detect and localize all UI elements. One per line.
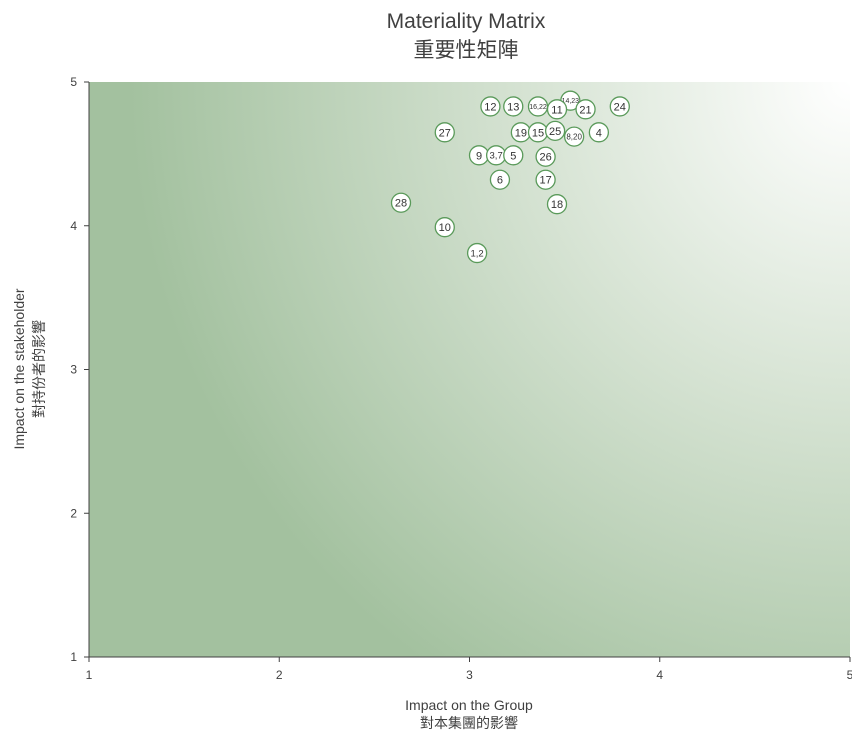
- data-point: 11: [546, 99, 568, 120]
- data-point-label: 1,2: [471, 248, 484, 259]
- data-point-label: 12: [484, 101, 496, 113]
- data-point-label: 24: [614, 101, 626, 113]
- data-point-marker: [535, 169, 556, 190]
- data-point-marker: [466, 242, 488, 264]
- data-point-marker: [544, 120, 566, 142]
- x-tick-label: 4: [656, 668, 663, 682]
- y-tick-label: 1: [70, 650, 77, 664]
- data-point-label: 5: [510, 150, 516, 162]
- data-point-marker: [489, 169, 511, 190]
- data-point-label: 15: [532, 127, 544, 139]
- data-point-label: 17: [539, 175, 551, 187]
- x-tick-label: 5: [847, 668, 852, 682]
- data-point: 17: [535, 169, 556, 190]
- data-point: 3,7: [485, 145, 507, 166]
- x-axis-label: Impact on the Group: [405, 697, 533, 713]
- data-point-label: 25: [549, 126, 561, 138]
- y-tick-label: 3: [70, 363, 77, 377]
- chart-title: Materiality Matrix: [387, 10, 546, 33]
- data-point: 8,20: [563, 126, 585, 147]
- data-point-label: 10: [439, 222, 451, 234]
- data-point: 1,2: [466, 242, 488, 264]
- data-point-label: 21: [579, 104, 591, 116]
- y-tick-label: 5: [70, 75, 77, 89]
- x-tick-label: 3: [466, 668, 473, 682]
- data-point-marker: [563, 126, 585, 147]
- data-point: 25: [544, 120, 566, 142]
- x-tick-label: 1: [86, 668, 93, 682]
- data-point-label: 11: [551, 104, 562, 116]
- chart-subtitle: 重要性矩陣: [414, 39, 519, 62]
- y-tick-label: 4: [70, 219, 77, 233]
- data-point: 6: [489, 169, 511, 190]
- y-axis-label: Impact on the stakeholder: [11, 288, 27, 449]
- data-point-marker: [503, 145, 524, 166]
- data-point: 18: [546, 194, 568, 215]
- data-point-marker: [546, 194, 568, 215]
- data-point: 10: [434, 217, 455, 238]
- data-point: 21: [575, 99, 596, 120]
- data-point: 28: [390, 192, 412, 213]
- data-point-label: 16,22: [529, 104, 547, 111]
- data-point: 12: [480, 96, 501, 117]
- y-axis-sublabel: 對持份者的影響: [31, 320, 47, 418]
- data-point: 26: [535, 146, 556, 167]
- y-tick-label: 2: [70, 506, 77, 520]
- data-point-label: 3,7: [490, 151, 503, 162]
- data-point-marker: [546, 99, 568, 120]
- data-point-marker: [434, 217, 455, 238]
- data-point: 5: [503, 145, 524, 166]
- data-point-label: 9: [476, 150, 482, 162]
- data-point: 13: [503, 96, 524, 117]
- data-point: 4: [588, 122, 610, 143]
- x-tick-label: 2: [276, 668, 283, 682]
- data-point-marker: [588, 122, 610, 143]
- data-point-marker: [390, 192, 412, 213]
- data-point-label: 18: [551, 199, 563, 211]
- data-point: 24: [609, 96, 630, 117]
- data-point: 15: [527, 122, 549, 143]
- data-point: 27: [434, 122, 455, 143]
- data-point: 19: [510, 122, 532, 143]
- data-point-label: 19: [515, 127, 527, 139]
- data-point-label: 13: [507, 101, 519, 113]
- data-point-marker: [434, 122, 455, 143]
- data-point: 9: [468, 145, 490, 166]
- data-point: 16,22: [527, 96, 549, 117]
- data-point-marker: [535, 146, 556, 167]
- data-point-marker: [609, 96, 630, 117]
- data-point-label: 27: [439, 127, 451, 139]
- data-point-label: 26: [539, 152, 551, 164]
- data-point-label: 6: [497, 175, 503, 187]
- data-point-marker: [503, 96, 524, 117]
- data-point-label: 28: [395, 198, 407, 210]
- data-point-label: 8,20: [566, 133, 582, 142]
- plot-area: [89, 82, 850, 657]
- data-point-label: 4: [596, 127, 602, 139]
- x-axis-sublabel: 對本集團的影響: [420, 715, 518, 731]
- data-point-marker: [480, 96, 501, 117]
- data-point-label: 14,23: [562, 98, 580, 105]
- data-point-marker: [575, 99, 596, 120]
